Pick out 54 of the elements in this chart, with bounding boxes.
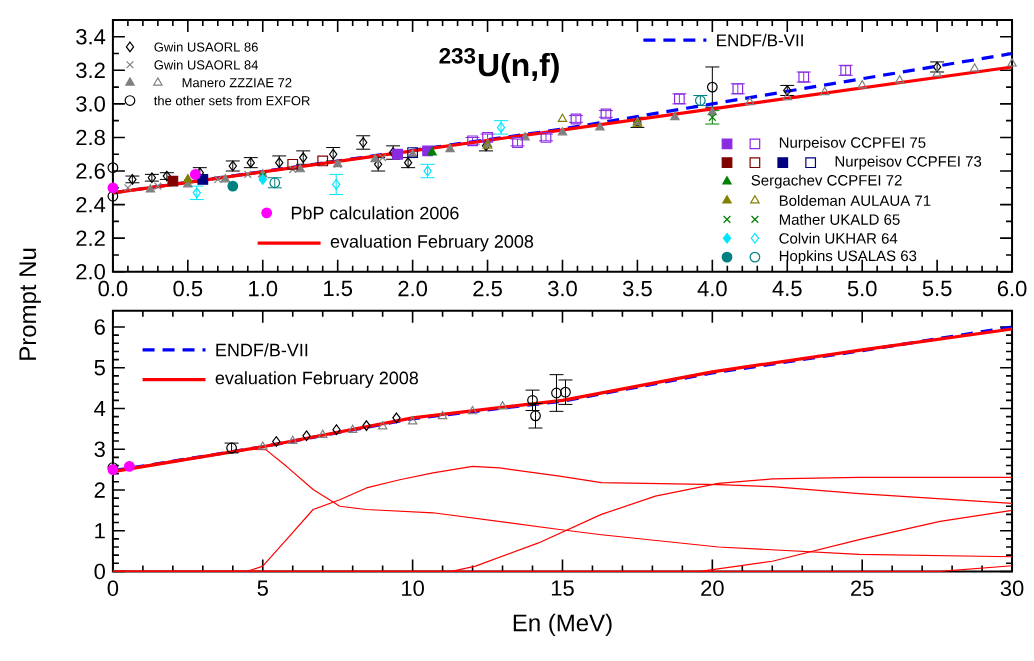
- y-tick-label: 2.4: [76, 196, 106, 213]
- legend-label: Hopkins USALAS 63: [779, 249, 917, 264]
- legend-label: Boldeman AULAUA 71: [779, 194, 931, 206]
- x-tick-label: 20: [701, 580, 724, 596]
- legend-label: evaluation February 2008: [215, 370, 419, 388]
- x-tick-label: 15: [551, 580, 574, 596]
- legend-label: Colvin UKHAR 64: [779, 232, 898, 244]
- x-tick-label: 2.5: [473, 280, 502, 297]
- text: $^{233}$U(n,f): [439, 47, 559, 83]
- y-tick-label: 3.0: [76, 95, 105, 112]
- x-tick-label: 25: [851, 580, 874, 596]
- y-tick-label: 2: [94, 482, 105, 498]
- y-tick-label: 5: [94, 359, 105, 376]
- y-tick-label: 2.6: [76, 163, 105, 179]
- legend-label: Gwin USAORL 84: [154, 59, 259, 70]
- legend-label: Nurpeisov CCPFEI 73: [835, 155, 982, 170]
- x-tick-label: 6.0: [997, 280, 1027, 297]
- y-tick-label: 2.0: [76, 263, 105, 280]
- legend-label: Mather UKALD 65: [779, 213, 900, 225]
- y-tick-label: 1: [95, 522, 105, 539]
- x-tick-label: 3.5: [622, 280, 652, 297]
- legend-label: ENDF/B-VII: [717, 33, 803, 47]
- x-tick-label: 2.0: [398, 280, 428, 297]
- x-tick-label: 0.5: [173, 280, 203, 297]
- x-tick-label: 10: [402, 580, 424, 596]
- legend-label: the other sets from EXFOR: [153, 95, 310, 106]
- y-tick-label: 4: [94, 400, 106, 416]
- x-tick-label: 3.0: [548, 280, 577, 297]
- x-axis-title: En (MeV): [513, 613, 612, 636]
- y-tick-label: 3.4: [76, 28, 106, 45]
- legend-label: Sergachev CCPFEI 72: [751, 174, 902, 189]
- legend-label: Nurpeisov CCPFEI 75: [779, 136, 926, 151]
- x-tick-label: 0: [107, 580, 119, 596]
- y-axis-title: Prompt Nu: [19, 248, 41, 360]
- legend-label: evaluation February 2008: [330, 234, 534, 252]
- x-tick-label: 30: [1000, 580, 1024, 596]
- legend-label: ENDF/B-VII: [216, 343, 308, 357]
- x-tick-label: 1.0: [249, 280, 278, 297]
- x-tick-label: 1.5: [324, 280, 353, 296]
- y-tick-label: 2.8: [76, 129, 105, 146]
- y-tick-label: 0: [94, 563, 105, 580]
- x-tick-label: 4.0: [697, 280, 727, 297]
- legend-label: PbP calculation 2006: [291, 206, 459, 220]
- x-tick-label: 4.5: [772, 280, 802, 296]
- y-tick-label: 2.2: [76, 230, 105, 246]
- legend-label: Gwin USAORL 86: [154, 41, 258, 52]
- legend-label: Manero ZZZIAE 72: [182, 77, 292, 88]
- x-tick-label: 5: [257, 580, 268, 596]
- y-tick-label: 3: [94, 441, 105, 457]
- x-tick-label: 5.0: [847, 280, 877, 297]
- x-tick-label: 0.0: [98, 280, 128, 297]
- y-tick-label: 6: [94, 319, 105, 335]
- x-tick-label: 5.5: [922, 280, 952, 296]
- y-tick-label: 3.2: [76, 62, 105, 78]
